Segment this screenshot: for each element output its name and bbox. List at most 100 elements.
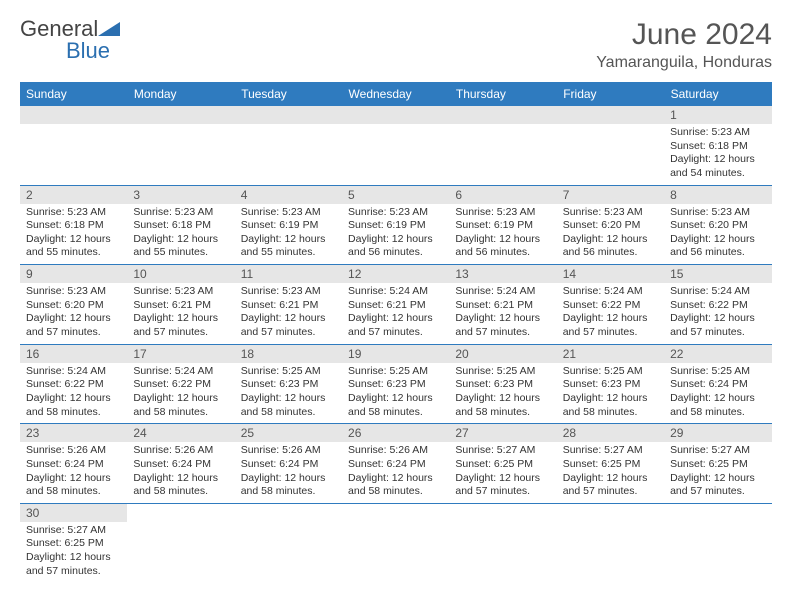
calendar-cell: 24Sunrise: 5:26 AMSunset: 6:24 PMDayligh… <box>127 424 234 504</box>
day-number: 8 <box>664 186 771 204</box>
sunset-line: Sunset: 6:23 PM <box>241 378 336 392</box>
sunrise-line: Sunrise: 5:25 AM <box>241 365 336 379</box>
calendar-cell: 17Sunrise: 5:24 AMSunset: 6:22 PMDayligh… <box>127 344 234 424</box>
sunset-line: Sunset: 6:19 PM <box>241 219 336 233</box>
day-body: Sunrise: 5:27 AMSunset: 6:25 PMDaylight:… <box>557 442 664 503</box>
location: Yamaranguila, Honduras <box>596 54 772 72</box>
calendar-cell: 11Sunrise: 5:23 AMSunset: 6:21 PMDayligh… <box>235 265 342 345</box>
sunset-line: Sunset: 6:21 PM <box>455 299 550 313</box>
calendar-cell: 26 Sunrise: 5:26 AMSunset: 6:24 PMDayligh… <box>342 424 449 504</box>
calendar-cell: 2Sunrise: 5:23 AMSunset: 6:18 PMDaylight… <box>20 185 127 265</box>
sunrise-line: Sunrise: 5:26 AM <box>133 444 228 458</box>
day-body: Sunrise: 5:25 AMSunset: 6:24 PMDaylight:… <box>664 363 771 424</box>
day-number: 20 <box>449 345 556 363</box>
daylight-line: Daylight: 12 hours and 56 minutes. <box>455 233 550 260</box>
day-body: Sunrise: 5:26 AMSunset: 6:24 PMDaylight:… <box>20 442 127 503</box>
day-body: Sunrise: 5:23 AMSunset: 6:18 PMDaylight:… <box>20 204 127 265</box>
sunrise-line: Sunrise: 5:25 AM <box>563 365 658 379</box>
sunrise-line: Sunrise: 5:25 AM <box>348 365 443 379</box>
sunset-line: Sunset: 6:25 PM <box>563 458 658 472</box>
day-body: Sunrise: 5:23 AMSunset: 6:18 PMDaylight:… <box>127 204 234 265</box>
sunrise-line: Sunrise: 5:27 AM <box>670 444 765 458</box>
daylight-line: Daylight: 12 hours and 58 minutes. <box>348 472 443 499</box>
calendar-row: 16Sunrise: 5:24 AMSunset: 6:22 PMDayligh… <box>20 344 772 424</box>
calendar-cell <box>127 503 234 582</box>
sunset-line: Sunset: 6:24 PM <box>241 458 336 472</box>
empty-daynum <box>127 106 234 124</box>
calendar-cell <box>449 106 556 185</box>
day-number: 11 <box>235 265 342 283</box>
sunset-line: Sunset: 6:20 PM <box>563 219 658 233</box>
day-body: Sunrise: 5:26 AMSunset: 6:24 PMDaylight:… <box>127 442 234 503</box>
daylight-line: Daylight: 12 hours and 57 minutes. <box>670 312 765 339</box>
daylight-line: Daylight: 12 hours and 58 minutes. <box>455 392 550 419</box>
day-number: 1 <box>664 106 771 124</box>
empty-daynum <box>557 106 664 124</box>
sunrise-line: Sunrise: 5:23 AM <box>133 285 228 299</box>
day-number: 4 <box>235 186 342 204</box>
day-body: Sunrise: 5:23 AMSunset: 6:19 PMDaylight:… <box>449 204 556 265</box>
calendar-cell: 15Sunrise: 5:24 AMSunset: 6:22 PMDayligh… <box>664 265 771 345</box>
day-body: Sunrise: 5:25 AMSunset: 6:23 PMDaylight:… <box>449 363 556 424</box>
sunset-line: Sunset: 6:19 PM <box>455 219 550 233</box>
day-number: 10 <box>127 265 234 283</box>
sunset-line: Sunset: 6:19 PM <box>348 219 443 233</box>
day-number: 13 <box>449 265 556 283</box>
sunrise-line: Sunrise: 5:26 AM <box>348 444 443 458</box>
calendar-table: Sunday Monday Tuesday Wednesday Thursday… <box>20 82 772 582</box>
day-body: Sunrise: 5:23 AMSunset: 6:20 PMDaylight:… <box>664 204 771 265</box>
weekday-header: Saturday <box>664 82 771 106</box>
calendar-cell: 6Sunrise: 5:23 AMSunset: 6:19 PMDaylight… <box>449 185 556 265</box>
title-block: June 2024 Yamaranguila, Honduras <box>596 18 772 72</box>
calendar-cell: 22Sunrise: 5:25 AMSunset: 6:24 PMDayligh… <box>664 344 771 424</box>
sunrise-line: Sunrise: 5:27 AM <box>26 524 121 538</box>
sunset-line: Sunset: 6:20 PM <box>670 219 765 233</box>
day-body: Sunrise: 5:23 AMSunset: 6:21 PMDaylight:… <box>235 283 342 344</box>
day-body: Sunrise: 5:24 AMSunset: 6:21 PMDaylight:… <box>449 283 556 344</box>
day-number: 15 <box>664 265 771 283</box>
sunrise-line: Sunrise: 5:23 AM <box>348 206 443 220</box>
day-body: Sunrise: 5:24 AMSunset: 6:22 PMDaylight:… <box>20 363 127 424</box>
daylight-line: Daylight: 12 hours and 57 minutes. <box>670 472 765 499</box>
daylight-line: Daylight: 12 hours and 57 minutes. <box>563 472 658 499</box>
sunrise-line: Sunrise: 5:24 AM <box>26 365 121 379</box>
calendar-cell <box>664 503 771 582</box>
daylight-line: Daylight: 12 hours and 58 minutes. <box>241 472 336 499</box>
calendar-cell <box>342 503 449 582</box>
daylight-line: Daylight: 12 hours and 57 minutes. <box>455 312 550 339</box>
calendar-cell <box>235 106 342 185</box>
sunset-line: Sunset: 6:22 PM <box>26 378 121 392</box>
daylight-line: Daylight: 12 hours and 57 minutes. <box>26 551 121 578</box>
calendar-cell <box>20 106 127 185</box>
sunrise-line: Sunrise: 5:23 AM <box>563 206 658 220</box>
day-number: 21 <box>557 345 664 363</box>
day-body: Sunrise: 5:23 AMSunset: 6:19 PMDaylight:… <box>235 204 342 265</box>
sunrise-line: Sunrise: 5:23 AM <box>133 206 228 220</box>
sunrise-line: Sunrise: 5:24 AM <box>563 285 658 299</box>
daylight-line: Daylight: 12 hours and 57 minutes. <box>348 312 443 339</box>
sunset-line: Sunset: 6:23 PM <box>348 378 443 392</box>
weekday-header-row: Sunday Monday Tuesday Wednesday Thursday… <box>20 82 772 106</box>
calendar-cell: 25Sunrise: 5:26 AMSunset: 6:24 PMDayligh… <box>235 424 342 504</box>
sunrise-line: Sunrise: 5:24 AM <box>455 285 550 299</box>
sunset-line: Sunset: 6:25 PM <box>670 458 765 472</box>
daylight-line: Daylight: 12 hours and 56 minutes. <box>563 233 658 260</box>
sunrise-line: Sunrise: 5:24 AM <box>348 285 443 299</box>
sunrise-line: Sunrise: 5:27 AM <box>563 444 658 458</box>
sunset-line: Sunset: 6:18 PM <box>670 140 765 154</box>
day-body: Sunrise: 5:24 AMSunset: 6:22 PMDaylight:… <box>127 363 234 424</box>
sunset-line: Sunset: 6:21 PM <box>241 299 336 313</box>
calendar-cell: 7Sunrise: 5:23 AMSunset: 6:20 PMDaylight… <box>557 185 664 265</box>
sunrise-line: Sunrise: 5:23 AM <box>241 206 336 220</box>
calendar-cell: 4Sunrise: 5:23 AMSunset: 6:19 PMDaylight… <box>235 185 342 265</box>
sunrise-line: Sunrise: 5:23 AM <box>670 126 765 140</box>
day-number: 26 <box>342 424 449 442</box>
day-body: Sunrise: 5:23 AMSunset: 6:21 PMDaylight:… <box>127 283 234 344</box>
sunset-line: Sunset: 6:24 PM <box>348 458 443 472</box>
calendar-cell: 21Sunrise: 5:25 AMSunset: 6:23 PMDayligh… <box>557 344 664 424</box>
daylight-line: Daylight: 12 hours and 55 minutes. <box>133 233 228 260</box>
sunrise-line: Sunrise: 5:23 AM <box>455 206 550 220</box>
day-body: Sunrise: 5:24 AMSunset: 6:22 PMDaylight:… <box>664 283 771 344</box>
daylight-line: Daylight: 12 hours and 58 minutes. <box>133 392 228 419</box>
day-number: 24 <box>127 424 234 442</box>
